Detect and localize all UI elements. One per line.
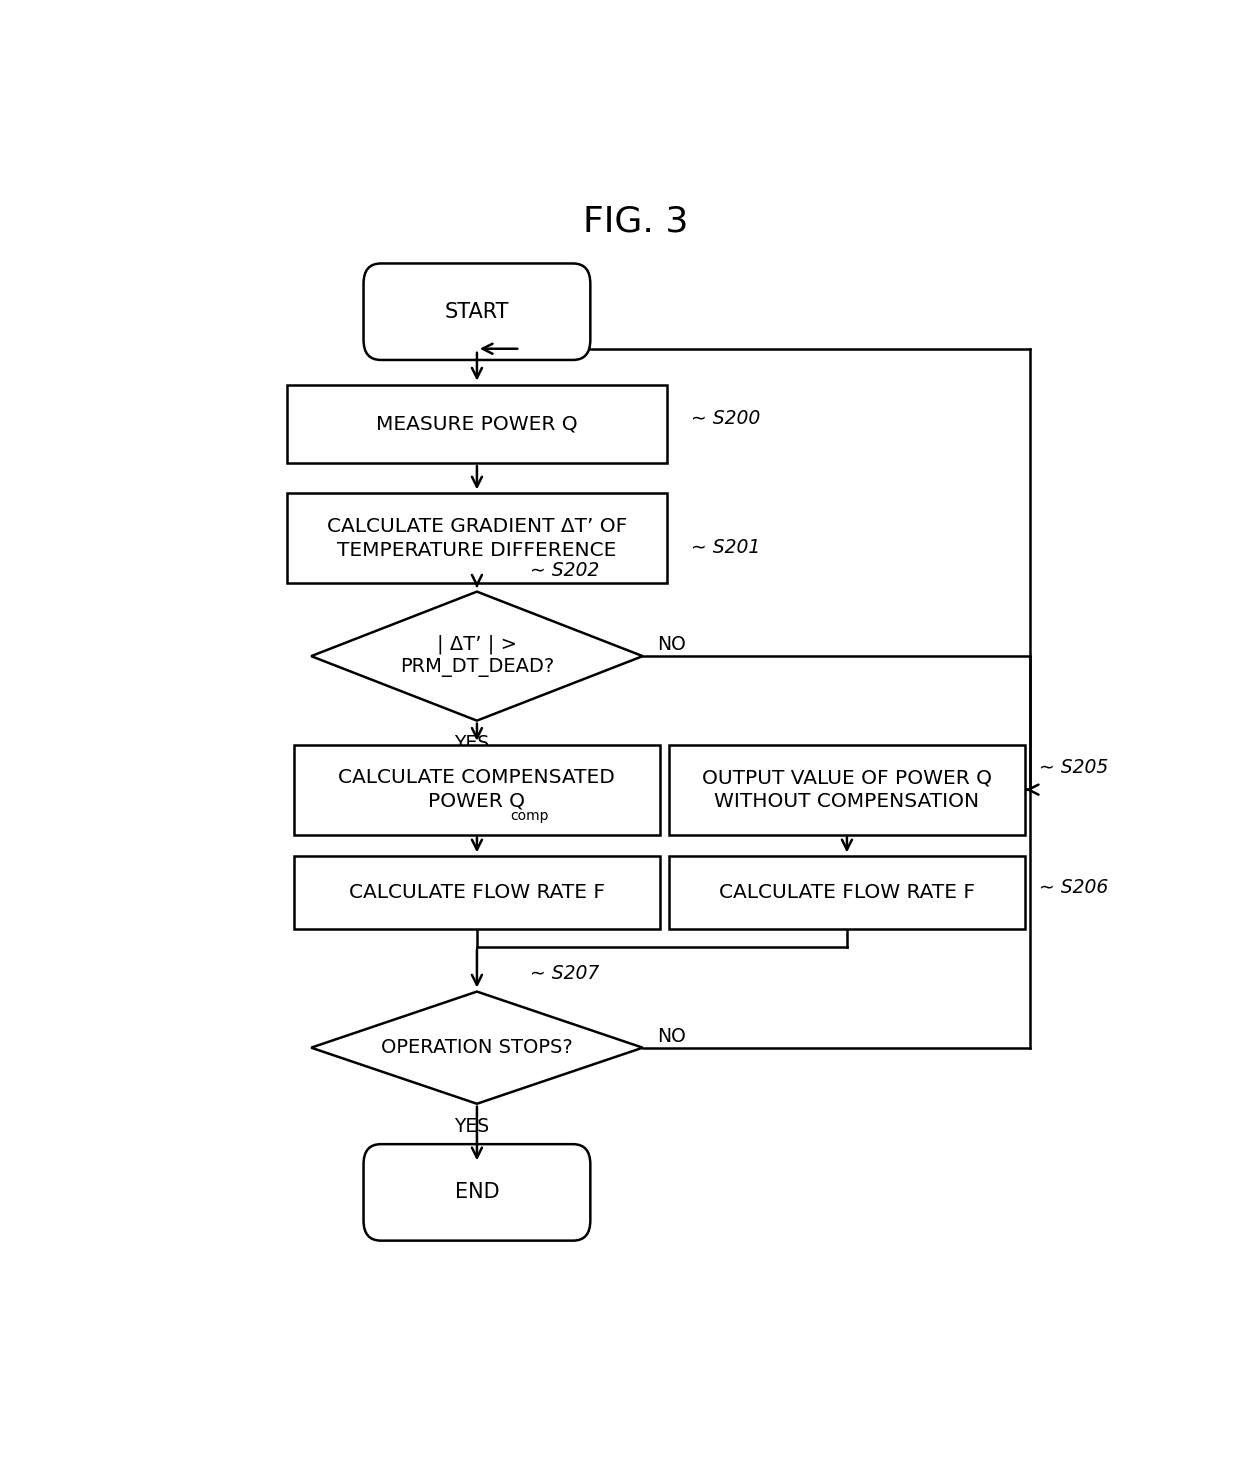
- Text: OPERATION STOPS?: OPERATION STOPS?: [381, 1039, 573, 1058]
- Bar: [288, 385, 667, 463]
- Bar: [288, 494, 667, 583]
- Text: ∼ S205: ∼ S205: [1039, 758, 1109, 777]
- Text: CALCULATE FLOW RATE F: CALCULATE FLOW RATE F: [719, 883, 975, 902]
- Text: YES: YES: [455, 1118, 490, 1136]
- FancyBboxPatch shape: [363, 1144, 590, 1241]
- Text: MEASURE POWER Q: MEASURE POWER Q: [376, 414, 578, 433]
- Bar: [294, 857, 660, 930]
- Bar: [670, 745, 1024, 835]
- Text: ∼ S201: ∼ S201: [691, 538, 760, 557]
- Text: YES: YES: [455, 734, 490, 753]
- Text: END: END: [455, 1183, 500, 1202]
- Text: | ΔT’ | >
PRM_DT_DEAD?: | ΔT’ | > PRM_DT_DEAD?: [399, 635, 554, 678]
- FancyBboxPatch shape: [363, 264, 590, 360]
- Text: ∼ S200: ∼ S200: [691, 409, 760, 428]
- Text: FIG. 3: FIG. 3: [583, 205, 688, 239]
- Bar: [670, 857, 1024, 930]
- Text: ∼ S204: ∼ S204: [683, 877, 753, 896]
- Polygon shape: [311, 992, 642, 1104]
- Polygon shape: [311, 592, 642, 721]
- Text: comp: comp: [511, 809, 549, 823]
- Text: NO: NO: [657, 635, 686, 654]
- Text: CALCULATE COMPENSATED
POWER Q: CALCULATE COMPENSATED POWER Q: [339, 768, 615, 812]
- Text: ∼ S202: ∼ S202: [529, 561, 599, 580]
- Text: ∼ S206: ∼ S206: [1039, 877, 1109, 896]
- Text: NO: NO: [657, 1027, 686, 1046]
- Bar: [294, 745, 660, 835]
- Text: ∼ S203: ∼ S203: [683, 758, 753, 777]
- Text: ∼ S207: ∼ S207: [529, 963, 599, 982]
- Text: CALCULATE GRADIENT ΔT’ OF
TEMPERATURE DIFFERENCE: CALCULATE GRADIENT ΔT’ OF TEMPERATURE DI…: [327, 517, 627, 559]
- Text: OUTPUT VALUE OF POWER Q
WITHOUT COMPENSATION: OUTPUT VALUE OF POWER Q WITHOUT COMPENSA…: [702, 768, 992, 812]
- Text: CALCULATE FLOW RATE F: CALCULATE FLOW RATE F: [348, 883, 605, 902]
- Text: START: START: [445, 302, 510, 322]
